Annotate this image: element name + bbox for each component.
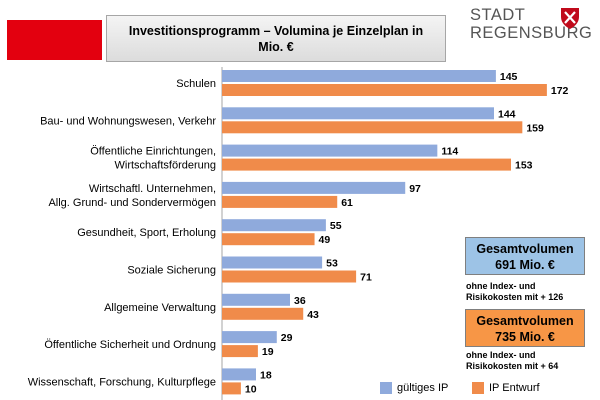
- total-volume-box-1: Gesamtvolumen 691 Mio. €: [465, 237, 585, 275]
- chart-title-box: Investitionsprogramm – Volumina je Einze…: [106, 15, 446, 62]
- data-label-gueltig: 36: [294, 295, 306, 307]
- bar-gueltig: [222, 107, 494, 120]
- category-label: Schulen: [176, 78, 216, 90]
- data-label-entwurf: 172: [551, 85, 569, 97]
- coat-of-arms-icon: [561, 8, 579, 29]
- legend-label-entwurf: IP Entwurf: [489, 382, 540, 394]
- data-label-gueltig: 29: [281, 332, 293, 344]
- category-label: Wissenschaft, Forschung, Kulturpflege: [28, 376, 216, 388]
- bar-entwurf: [222, 270, 357, 283]
- data-label-entwurf: 159: [526, 122, 544, 134]
- bar-entwurf: [222, 345, 258, 358]
- total-1-note-line-1: ohne Index- und: [466, 281, 536, 291]
- data-label-gueltig: 18: [260, 369, 272, 381]
- bar-entwurf: [222, 307, 304, 320]
- city-logo: STADT REGENSBURG: [470, 6, 594, 50]
- total-2-note-line-2: Risikokosten mit + 64: [466, 361, 559, 371]
- total-1-note-line-2: Risikokosten mit + 126: [466, 292, 564, 302]
- title-line-2: Mio. €: [258, 39, 294, 54]
- data-label-gueltig: 55: [330, 220, 342, 232]
- bar-entwurf: [222, 158, 511, 171]
- data-label-entwurf: 153: [515, 160, 533, 172]
- data-label-entwurf: 71: [360, 272, 372, 284]
- bar-gueltig: [222, 144, 438, 157]
- category-label: Gesundheit, Sport, Erholung: [77, 227, 216, 239]
- data-label-gueltig: 53: [326, 258, 338, 270]
- data-label-entwurf: 19: [262, 346, 274, 358]
- data-label-entwurf: 49: [319, 234, 331, 246]
- total-1-value: 691 Mio. €: [495, 258, 555, 272]
- bar-entwurf: [222, 84, 547, 96]
- data-label-entwurf: 10: [245, 383, 257, 395]
- bar-gueltig: [222, 368, 256, 381]
- total-2-note-line-1: ohne Index- und: [466, 350, 536, 360]
- bar-gueltig: [222, 219, 326, 232]
- total-2-title: Gesamtvolumen: [476, 314, 574, 328]
- data-label-entwurf: 43: [307, 309, 319, 321]
- logo-line-1: STADT: [470, 6, 526, 24]
- legend-swatch-entwurf: [472, 382, 484, 394]
- bar-entwurf: [222, 233, 315, 246]
- total-2-value: 735 Mio. €: [495, 330, 555, 344]
- chart-title: Investitionsprogramm – Volumina je Einze…: [119, 23, 433, 55]
- category-label: Allgemeine Verwaltung: [104, 302, 216, 314]
- category-label: Öffentliche Sicherheit und Ordnung: [44, 339, 216, 351]
- category-label: Bau- und Wohnungswesen, Verkehr: [40, 115, 216, 127]
- bar-gueltig: [222, 70, 496, 82]
- legend-label-gueltig: gültiges IP: [397, 382, 449, 394]
- logo-text: STADT REGENSBURG: [470, 6, 592, 42]
- legend-item-entwurf: IP Entwurf: [472, 381, 540, 395]
- bar-entwurf: [222, 121, 523, 134]
- red-accent-box: [7, 20, 102, 60]
- data-label-gueltig: 145: [500, 71, 518, 83]
- title-line-1: Investitionsprogramm – Volumina je Einze…: [128, 23, 424, 38]
- category-label: Soziale Sicherung: [127, 265, 216, 277]
- bar-entwurf: [222, 382, 241, 395]
- category-label: Öffentliche Einrichtungen, Wirtschaftsför…: [90, 146, 216, 172]
- data-label-entwurf: 61: [341, 197, 353, 209]
- data-label-gueltig: 114: [441, 146, 458, 158]
- bar-gueltig: [222, 181, 406, 194]
- data-label-gueltig: 144: [498, 108, 516, 120]
- legend-item-gueltig: gültiges IP: [380, 381, 448, 395]
- bar-gueltig: [222, 256, 323, 269]
- bar-gueltig: [222, 331, 277, 344]
- total-1-note: ohne Index- und Risikokosten mit + 126: [466, 281, 563, 303]
- total-2-note: ohne Index- und Risikokosten mit + 64: [466, 350, 558, 372]
- bar-entwurf: [222, 195, 338, 208]
- total-1-title: Gesamtvolumen: [476, 242, 574, 256]
- total-volume-box-2: Gesamtvolumen 735 Mio. €: [465, 309, 585, 347]
- bar-gueltig: [222, 293, 290, 306]
- logo-line-2: REGENSBURG: [470, 24, 593, 42]
- category-label: Wirtschaftl. Unternehmen, Allg. Grund- un…: [48, 183, 216, 209]
- data-label-gueltig: 97: [409, 183, 421, 195]
- legend-swatch-gueltig: [380, 382, 392, 394]
